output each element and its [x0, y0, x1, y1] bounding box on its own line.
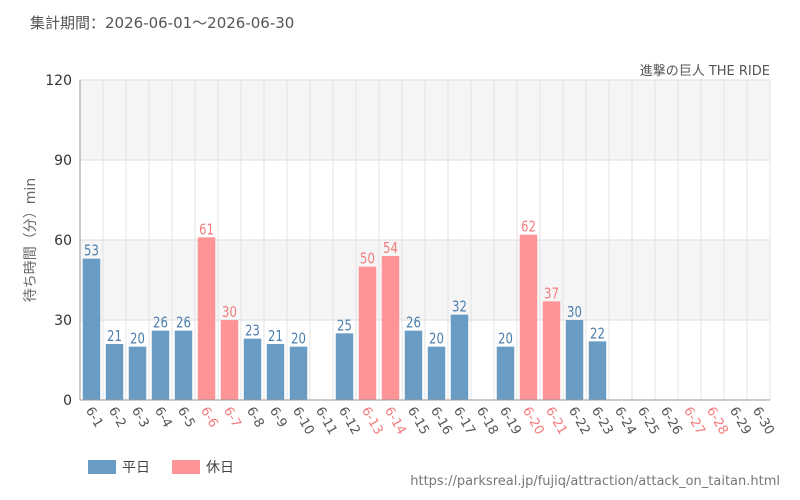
value-label-6-12: 25: [337, 318, 352, 335]
y-tick-labels: 0 30 60 90 120: [45, 73, 72, 409]
y-tick-label-90: 90: [54, 153, 72, 169]
bar-6-4: [151, 330, 170, 400]
y-tick-label-60: 60: [54, 233, 72, 249]
bar-6-9: [266, 344, 285, 400]
bar-6-5: [174, 330, 193, 400]
value-label-6-23: 22: [590, 326, 605, 343]
bar-6-3: [128, 346, 147, 400]
value-label-6-3: 20: [130, 331, 145, 348]
x-tick-label-6-19: 6-19: [496, 405, 524, 438]
value-label-6-9: 21: [268, 329, 283, 346]
legend-label-holiday: 休日: [206, 460, 234, 476]
bar-6-1: [82, 258, 101, 400]
bar-6-22: [565, 320, 584, 400]
value-label-6-16: 20: [429, 331, 444, 348]
x-tick-label-6-22: 6-22: [565, 405, 593, 438]
value-label-6-7: 30: [222, 305, 237, 322]
x-tick-label-6-17: 6-17: [450, 405, 478, 438]
source-url: https://parksreal.jp/fujiq/attraction/at…: [410, 474, 780, 489]
x-tick-label-6-13: 6-13: [358, 405, 386, 438]
x-tick-label-6-25: 6-25: [634, 405, 662, 438]
value-label-6-6: 61: [199, 222, 214, 239]
value-label-6-17: 32: [452, 299, 467, 316]
bar-6-7: [220, 320, 239, 400]
x-tick-label-6-6: 6-6: [197, 405, 221, 431]
x-tick-label-6-2: 6-2: [105, 405, 129, 431]
x-tick-label-6-1: 6-1: [82, 405, 106, 431]
value-label-6-2: 21: [107, 329, 122, 346]
x-tick-label-6-29: 6-29: [726, 405, 754, 438]
value-label-6-8: 23: [245, 323, 260, 340]
value-label-6-10: 20: [291, 331, 306, 348]
x-tick-label-6-15: 6-15: [404, 405, 432, 438]
x-tick-label-6-26: 6-26: [657, 405, 685, 438]
legend-item-weekday: 平日: [88, 457, 150, 477]
x-tick-label-6-14: 6-14: [381, 405, 409, 438]
value-label-6-14: 54: [383, 241, 398, 258]
value-label-6-15: 26: [406, 315, 421, 332]
value-label-6-5: 26: [176, 315, 191, 332]
x-tick-label-6-3: 6-3: [128, 405, 152, 431]
value-labels: 53 21 20 26 26 61 30 23 21 20 25 50 54 26 20 32 20 62 37 30…: [84, 219, 605, 348]
x-tick-label-6-21: 6-21: [542, 405, 570, 438]
legend: 平日 休日: [88, 457, 256, 477]
value-label-6-13: 50: [360, 251, 375, 268]
x-tick-label-6-18: 6-18: [473, 405, 501, 438]
bar-6-16: [427, 346, 446, 400]
bar-6-12: [335, 333, 354, 400]
bar-6-21: [542, 301, 561, 400]
y-tick-label-0: 0: [63, 393, 72, 409]
x-tick-label-6-23: 6-23: [588, 405, 616, 438]
x-tick-label-6-11: 6-11: [312, 405, 340, 438]
axes: [79, 80, 770, 401]
attraction-name: 進撃の巨人 THE RIDE: [639, 64, 770, 79]
value-label-6-22: 30: [567, 305, 582, 322]
value-label-6-21: 37: [544, 286, 559, 303]
bar-6-13: [358, 266, 377, 400]
legend-swatch-holiday: [172, 460, 200, 474]
legend-label-weekday: 平日: [122, 460, 150, 476]
bar-6-14: [381, 256, 400, 400]
bar-6-2: [105, 344, 124, 400]
x-tick-label-6-4: 6-4: [151, 405, 175, 431]
bar-6-20: [519, 234, 538, 400]
value-label-6-19: 20: [498, 331, 513, 348]
y-tick-label-30: 30: [54, 313, 72, 329]
bar-6-8: [243, 338, 262, 400]
x-tick-label-6-10: 6-10: [289, 405, 317, 438]
y-tick-label-120: 120: [45, 73, 72, 89]
x-tick-label-6-24: 6-24: [611, 405, 639, 438]
x-tick-label-6-12: 6-12: [335, 405, 363, 438]
bar-6-23: [588, 341, 607, 400]
x-tick-label-6-27: 6-27: [680, 405, 708, 438]
x-tick-label-6-5: 6-5: [174, 405, 198, 431]
x-tick-label-6-9: 6-9: [266, 405, 290, 431]
x-tick-label-6-8: 6-8: [243, 405, 267, 431]
value-label-6-4: 26: [153, 315, 168, 332]
bar-6-15: [404, 330, 423, 400]
value-label-6-20: 62: [521, 219, 536, 236]
x-tick-label-6-28: 6-28: [703, 405, 731, 438]
bar-6-10: [289, 346, 308, 400]
x-tick-labels: 6-1 6-2 6-3 6-4 6-5 6-6 6-7 6-8 6-9 6-106-116-126…: [82, 405, 777, 438]
bars: [82, 234, 607, 400]
period-label: 集計期間：2026-06-01～2026-06-30: [30, 14, 295, 32]
legend-item-holiday: 休日: [172, 457, 234, 477]
bar-6-6: [197, 237, 216, 400]
x-tick-label-6-7: 6-7: [220, 405, 244, 431]
legend-swatch-weekday: [88, 460, 116, 474]
bar-6-19: [496, 346, 515, 400]
bar-6-17: [450, 314, 469, 400]
x-tick-label-6-20: 6-20: [519, 405, 547, 438]
value-label-6-1: 53: [84, 243, 99, 260]
x-tick-label-6-16: 6-16: [427, 405, 455, 438]
x-tick-label-6-30: 6-30: [749, 405, 777, 438]
